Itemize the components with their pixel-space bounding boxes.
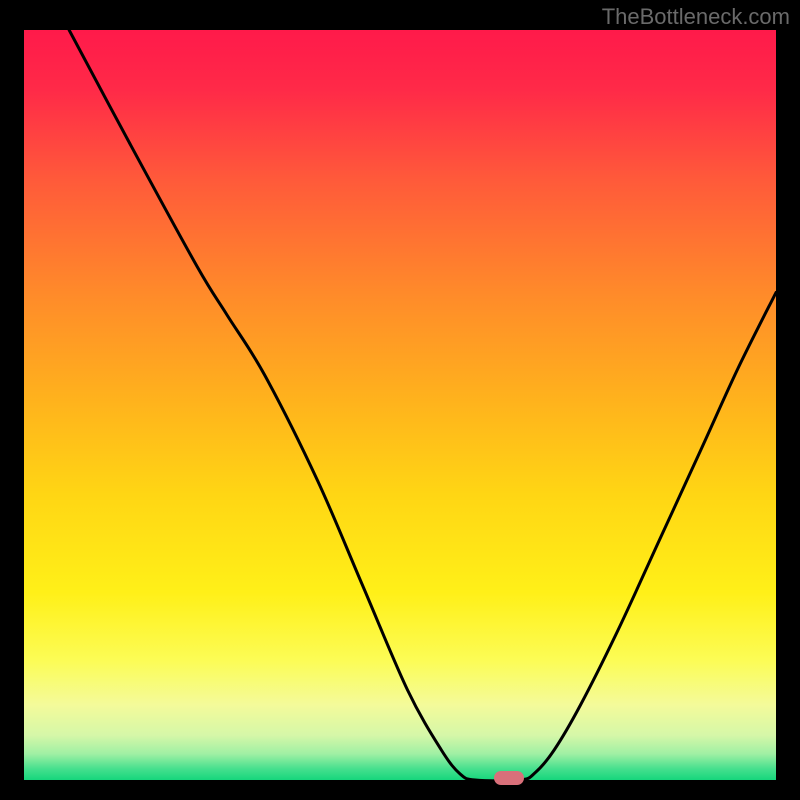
optimum-marker <box>494 771 524 785</box>
curve-layer <box>24 30 776 780</box>
watermark-text: TheBottleneck.com <box>602 4 790 30</box>
chart-container: TheBottleneck.com <box>0 0 800 800</box>
plot-area <box>24 30 776 780</box>
bottleneck-curve <box>69 30 776 780</box>
